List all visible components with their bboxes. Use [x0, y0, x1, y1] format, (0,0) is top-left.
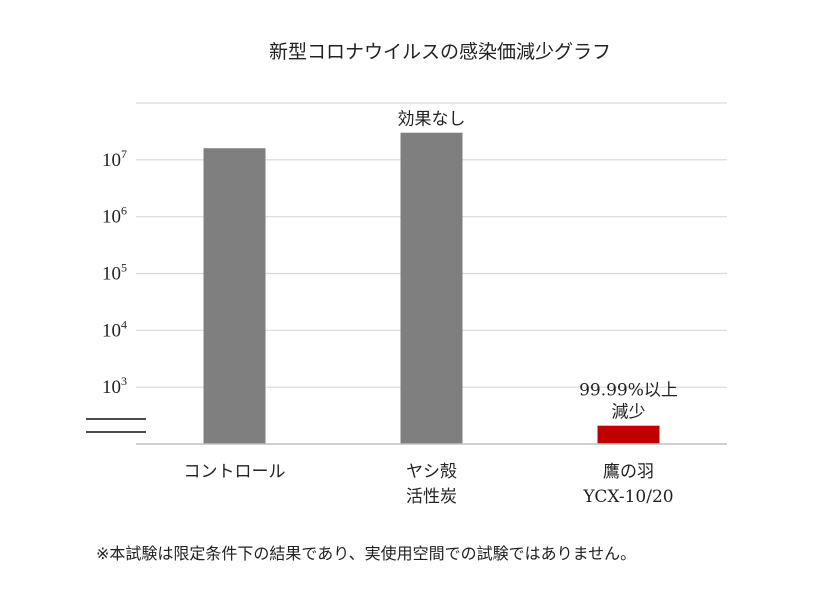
y-tick-label: 103	[102, 374, 127, 398]
x-category-label: コントロール	[184, 462, 286, 482]
x-category-label: YCX-10/20	[582, 487, 673, 507]
x-category-label: ヤシ殻	[406, 462, 457, 482]
bar-annotation: 99.99%以上	[579, 381, 678, 401]
y-tick-base: 10	[102, 377, 121, 398]
y-tick-exponent: 7	[121, 147, 127, 161]
bar	[597, 425, 660, 444]
y-tick-base: 10	[102, 320, 121, 341]
y-tick-base: 10	[102, 150, 121, 171]
y-tick-exponent: 6	[121, 204, 127, 218]
bar	[203, 148, 266, 444]
y-tick-exponent: 5	[121, 261, 127, 275]
x-category-label: 鷹の羽	[603, 461, 654, 482]
y-tick-label: 104	[102, 317, 127, 341]
bar-annotation: 減少	[612, 403, 646, 423]
bar	[400, 132, 463, 444]
y-tick-label: 105	[102, 261, 127, 285]
x-category-label: 活性炭	[406, 487, 457, 507]
chart-title: 新型コロナウイルスの感染価減少グラフ	[269, 41, 611, 63]
y-tick-label: 107	[102, 147, 127, 171]
footnote: ※本試験は限定条件下の結果であり、実使用空間での試験ではありません。	[96, 544, 637, 563]
y-tick-exponent: 4	[121, 317, 127, 331]
y-tick-base: 10	[102, 207, 121, 228]
y-tick-exponent: 3	[121, 374, 127, 388]
axis-break-mark	[86, 418, 146, 433]
bar-annotation: 効果なし	[398, 110, 466, 130]
y-tick-label: 106	[102, 204, 127, 228]
y-tick-base: 10	[102, 264, 121, 285]
bars	[203, 132, 660, 444]
